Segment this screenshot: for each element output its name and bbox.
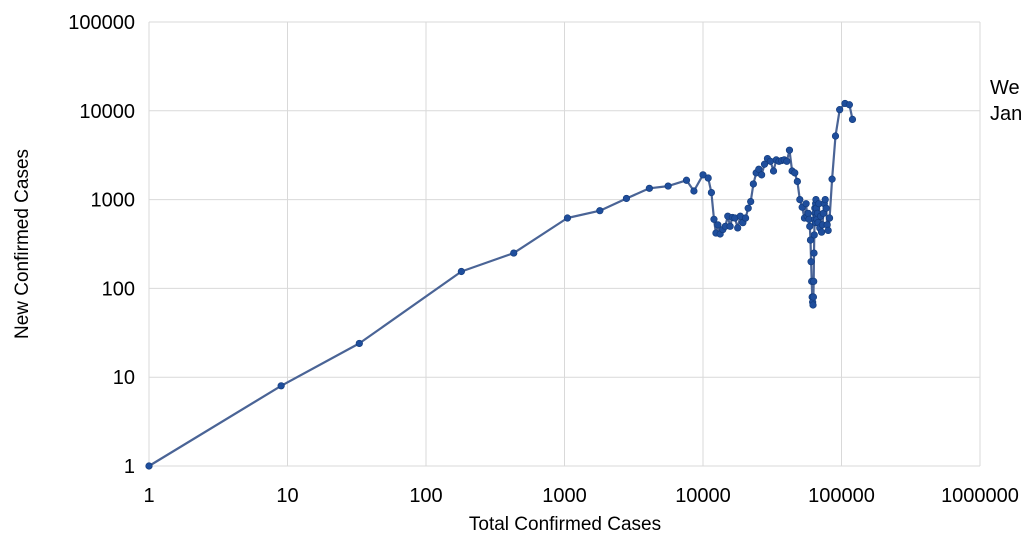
data-point <box>810 277 818 285</box>
data-point <box>563 214 572 222</box>
data-point <box>707 188 716 197</box>
data-point <box>645 184 653 192</box>
data-point <box>510 249 518 257</box>
gridlines <box>148 21 981 467</box>
data-point <box>822 204 830 212</box>
y-tick-labels: 1 10 100 1000 10000 100000 <box>68 12 135 478</box>
data-point <box>817 228 826 236</box>
y-tick-label: 1000 <box>91 190 136 212</box>
data-point <box>825 214 834 222</box>
data-point <box>806 236 815 244</box>
data-point <box>791 169 799 177</box>
data-point <box>690 187 698 195</box>
data-point <box>714 221 722 229</box>
data-point <box>785 146 794 154</box>
data-point <box>806 222 814 230</box>
data-point <box>809 301 817 309</box>
data-point <box>596 207 604 215</box>
data-point <box>821 196 829 204</box>
data-point <box>741 214 750 222</box>
data-point <box>710 215 718 223</box>
data-point <box>749 180 757 188</box>
x-tick-label: 1000 <box>542 485 587 507</box>
data-point <box>836 106 844 114</box>
data-point <box>802 200 810 208</box>
data-point <box>848 115 857 124</box>
data-point <box>682 176 691 184</box>
x-tick-label: 1000000 <box>941 485 1019 507</box>
y-tick-label: 10 <box>113 367 135 389</box>
y-tick-label: 100 <box>102 278 135 300</box>
series-line <box>148 102 854 467</box>
data-point <box>755 165 763 173</box>
data-point <box>845 101 853 109</box>
data-point <box>809 293 818 301</box>
data-point <box>145 462 153 470</box>
data-point <box>807 258 815 266</box>
data-point <box>783 157 791 165</box>
data-point <box>828 175 836 183</box>
data-point <box>793 177 801 186</box>
y-tick-label: 1 <box>124 456 135 478</box>
x-tick-label: 100 <box>409 485 442 507</box>
x-axis-title: Total Confirmed Cases <box>469 514 661 535</box>
x-tick-label: 10000 <box>675 485 731 507</box>
data-point <box>355 339 363 348</box>
data-point <box>457 267 465 276</box>
x-tick-label: 10 <box>276 485 298 507</box>
data-point <box>747 197 755 206</box>
data-point <box>796 196 804 204</box>
annotation-line-2: Jan <box>990 103 1022 125</box>
y-tick-label: 100000 <box>68 12 135 34</box>
data-point <box>810 249 818 257</box>
data-point <box>769 167 778 175</box>
data-point <box>704 174 712 182</box>
x-tick-label: 100000 <box>808 485 875 507</box>
data-point <box>804 209 812 217</box>
y-tick-label: 10000 <box>79 101 135 123</box>
x-tick-label: 1 <box>143 485 154 507</box>
data-point <box>824 226 832 234</box>
annotation-line-1: We <box>990 77 1020 99</box>
data-point <box>726 222 734 230</box>
data-point <box>277 382 285 390</box>
y-axis-title: New Confirmed Cases <box>12 149 33 339</box>
data-point <box>831 132 840 140</box>
data-point <box>699 171 707 179</box>
series-layer <box>145 99 857 470</box>
data-point <box>744 204 752 212</box>
data-point <box>810 231 818 239</box>
data-point <box>758 171 766 179</box>
data-point <box>760 160 769 168</box>
data-point <box>734 224 742 232</box>
data-point <box>622 194 631 203</box>
data-point <box>664 182 672 190</box>
x-tick-labels: 1 10 100 1000 10000 100000 1000000 <box>143 485 1019 507</box>
